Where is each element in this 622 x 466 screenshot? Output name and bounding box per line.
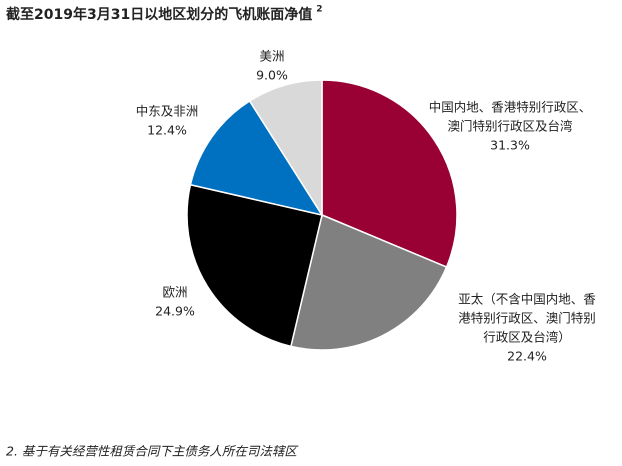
pie-slice bbox=[289, 213, 448, 351]
slice-label: 中东及非洲 bbox=[136, 104, 199, 119]
slice-label: 中国内地、香港特别行政区、 bbox=[429, 100, 592, 115]
pie-slice bbox=[186, 183, 323, 348]
footnote: 2. 基于有关经营性租赁合同下主债务人所在司法辖区 bbox=[6, 444, 299, 459]
slice-value-label: 22.4% bbox=[507, 349, 547, 364]
pie-slice bbox=[248, 79, 323, 218]
slice-value-label: 12.4% bbox=[147, 123, 187, 138]
slice-label: 美洲 bbox=[259, 49, 284, 64]
slice-value-label: 24.9% bbox=[155, 304, 195, 319]
slice-value-label: 31.3% bbox=[490, 138, 530, 153]
slice-value-label: 9.0% bbox=[256, 68, 288, 83]
chart-title: 截至2019年3月31日以地区划分的飞机账面净值 bbox=[6, 6, 312, 23]
pie-slice bbox=[321, 79, 458, 269]
slice-label: 行政区及台湾） bbox=[483, 330, 571, 345]
slice-label: 亚太（不含中国内地、香 bbox=[458, 292, 596, 307]
slice-label: 欧洲 bbox=[162, 285, 187, 300]
pie-slice bbox=[189, 99, 324, 217]
slice-label: 港特别行政区、澳门特别 bbox=[458, 311, 596, 326]
slice-label: 澳门特别行政区及台湾 bbox=[447, 119, 572, 134]
title-superscript: 2 bbox=[316, 5, 322, 15]
